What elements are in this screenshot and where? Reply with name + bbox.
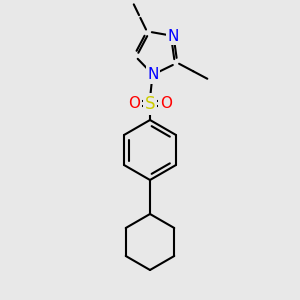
Text: N: N — [168, 28, 179, 44]
Text: N: N — [147, 67, 159, 82]
Text: O: O — [160, 97, 172, 112]
Text: S: S — [145, 95, 155, 113]
Text: O: O — [128, 97, 140, 112]
